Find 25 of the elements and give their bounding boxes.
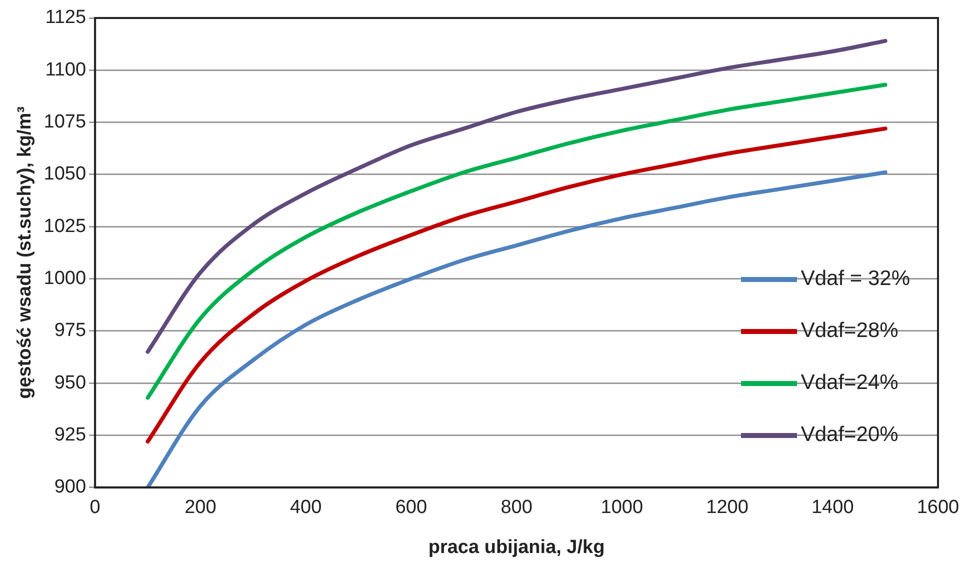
y-axis-title: gęstość wsadu (st.suchy), kg/m³ (14, 106, 36, 399)
y-tick-label: 1100 (45, 59, 86, 80)
y-tick-label: 975 (54, 320, 86, 342)
y-tick-label: 950 (54, 372, 86, 394)
x-tick-label: 1600 (916, 497, 960, 518)
y-tick-label: 1075 (44, 112, 86, 133)
y-tick-label: 925 (54, 424, 86, 446)
y-tick-label: 1025 (44, 216, 86, 237)
x-tick-label: 1200 (706, 497, 748, 518)
legend-label: Vdaf=20% (800, 423, 898, 447)
x-tick-label: 1000 (600, 497, 644, 518)
x-axis-title: praca ubijania, J/kg (428, 536, 605, 558)
x-tick-label: 400 (290, 497, 322, 518)
x-tick-label: 1400 (811, 497, 854, 518)
y-tick-label: 900 (54, 476, 86, 498)
x-tick-label: 600 (395, 497, 428, 518)
y-tick-label: 1000 (44, 268, 86, 290)
legend-label: Vdaf = 32% (800, 267, 910, 291)
x-tick-label: 0 (90, 497, 100, 518)
legend-label: Vdaf=28% (800, 319, 898, 343)
x-tick-label: 800 (500, 497, 532, 518)
x-tick-label: 200 (184, 497, 216, 518)
y-tick-label: 1125 (45, 7, 86, 28)
legend-label: Vdaf=24% (800, 371, 898, 395)
y-tick-label: 1050 (44, 164, 86, 185)
